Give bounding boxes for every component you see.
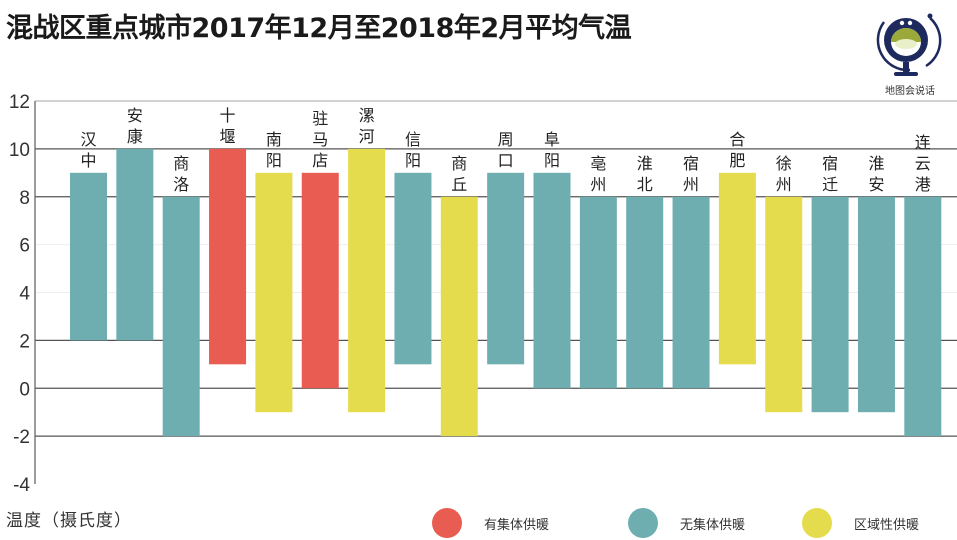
city-label: 合 — [729, 130, 745, 149]
logo-text: 地图会说话 — [885, 86, 935, 97]
city-label: 亳 — [590, 154, 606, 173]
bars — [70, 148, 942, 437]
bar-信阳 — [394, 172, 432, 365]
y-tick-label: -4 — [13, 475, 30, 496]
legend-item-regional-heating: 区域性供暖 — [802, 508, 919, 538]
y-axis-label: 温度（摄氏度） — [6, 511, 132, 531]
city-label: 漯 — [359, 106, 375, 125]
bar-周口 — [487, 172, 525, 365]
y-tick-label: 8 — [19, 188, 30, 209]
city-label: 十 — [220, 106, 236, 125]
legend-label: 有集体供暖 — [484, 517, 550, 533]
city-label: 州 — [683, 175, 699, 194]
city-label: 阳 — [266, 151, 282, 170]
city-label: 丘 — [451, 175, 467, 194]
legend-dot-yellow-icon — [802, 508, 832, 538]
bar-十堰 — [209, 148, 247, 365]
legend-dot-teal-icon — [628, 508, 658, 538]
city-label: 驻 — [312, 109, 328, 128]
legend-label: 无集体供暖 — [680, 517, 746, 533]
bar-汉中 — [70, 172, 107, 341]
city-label: 马 — [312, 130, 328, 149]
city-label: 宿 — [822, 154, 838, 173]
bar-淮北 — [626, 196, 664, 389]
city-label: 周 — [498, 130, 514, 149]
city-label: 康 — [127, 127, 143, 146]
y-tick-label: 6 — [19, 236, 30, 257]
legend-item-no-central-heating: 无集体供暖 — [628, 508, 745, 538]
city-label: 淮 — [637, 154, 653, 173]
city-label: 店 — [312, 151, 328, 170]
city-label: 安 — [868, 175, 884, 194]
city-label: 北 — [637, 175, 653, 194]
bar-南阳 — [255, 172, 293, 413]
city-label: 洛 — [173, 175, 189, 194]
y-axis-ticks: 12 10 8 6 4 2 0 -2 -4 — [9, 92, 31, 496]
bar-合肥 — [718, 172, 756, 365]
bar-漯河 — [348, 148, 386, 413]
city-label: 肥 — [729, 151, 745, 170]
bar-连云港 — [904, 196, 942, 437]
city-label: 徐 — [776, 154, 792, 173]
y-tick-label: 12 — [9, 92, 30, 113]
logo: 地图会说话 — [870, 4, 950, 97]
city-label: 州 — [776, 175, 792, 194]
city-label: 迁 — [822, 175, 838, 194]
city-label: 堰 — [220, 127, 236, 146]
city-label: 连 — [915, 133, 931, 152]
bar-安康 — [116, 148, 154, 341]
city-label: 阳 — [544, 151, 560, 170]
y-tick-label: 0 — [19, 379, 30, 400]
city-label: 汉 — [80, 130, 96, 149]
bar-阜阳 — [533, 172, 571, 389]
city-label: 口 — [498, 151, 514, 170]
city-label: 河 — [359, 127, 375, 146]
bar-商洛 — [162, 196, 200, 437]
bar-驻马店 — [301, 172, 339, 389]
chart-title: 混战区重点城市2017年12月至2018年2月平均气温 — [6, 13, 632, 44]
bar-亳州 — [579, 196, 617, 389]
y-tick-label: -2 — [13, 427, 30, 448]
city-label: 宿 — [683, 154, 699, 173]
globe-logo-icon — [876, 13, 942, 76]
legend-item-central-heating: 有集体供暖 — [432, 508, 549, 538]
y-tick-label: 2 — [19, 331, 30, 352]
city-label: 南 — [266, 130, 282, 149]
city-label: 中 — [80, 151, 96, 170]
legend-dot-red-icon — [432, 508, 462, 538]
city-label: 淮 — [868, 154, 884, 173]
city-label: 阜 — [544, 130, 560, 149]
bar-淮安 — [857, 196, 895, 413]
city-label: 州 — [590, 175, 606, 194]
bar-宿州 — [672, 196, 710, 389]
city-label: 阳 — [405, 151, 421, 170]
y-tick-label: 4 — [19, 284, 30, 305]
bar-宿迁 — [811, 196, 849, 413]
city-label: 港 — [915, 175, 931, 194]
legend-label: 区域性供暖 — [854, 517, 920, 533]
city-label: 安 — [127, 106, 143, 125]
city-label: 信 — [405, 130, 421, 149]
bar-商丘 — [440, 196, 478, 437]
y-tick-label: 10 — [9, 140, 30, 161]
city-label: 商 — [173, 154, 189, 173]
city-label: 云 — [915, 154, 931, 173]
city-label: 商 — [451, 154, 467, 173]
bar-徐州 — [765, 196, 803, 413]
